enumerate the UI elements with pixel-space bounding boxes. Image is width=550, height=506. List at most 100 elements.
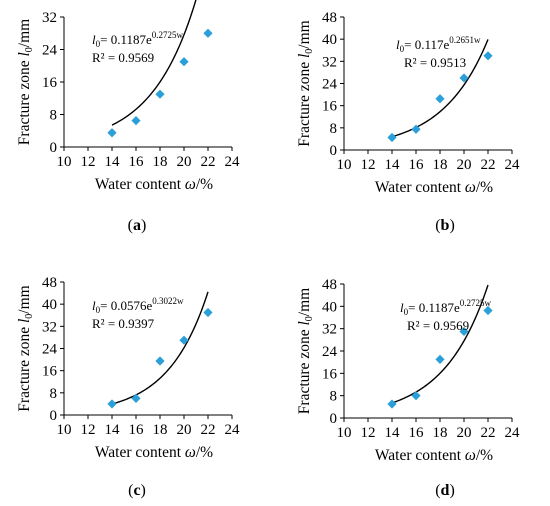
data-point-marker bbox=[435, 94, 445, 104]
chart-panel-b: 10 12 14 16 18 20 22 24 0 8 16 24 32 40 48 Water conten… bbox=[296, 10, 520, 234]
y-tick-label: 40 bbox=[322, 32, 337, 48]
y-tick-label: 16 bbox=[42, 75, 58, 91]
x-axis-title-unit: /% bbox=[196, 176, 213, 193]
data-point-marker bbox=[155, 89, 165, 99]
trendline-curve bbox=[111, 291, 209, 405]
x-tick-label: 14 bbox=[105, 422, 121, 438]
x-tick-label: 20 bbox=[177, 154, 192, 170]
y-axis-title-symbol: l bbox=[296, 321, 313, 325]
x-tick-label: 18 bbox=[153, 154, 168, 170]
panel-caption-open: ( bbox=[435, 482, 440, 499]
x-axis-title-symbol: ω bbox=[185, 176, 196, 193]
y-axis-title: Fracture zone l0/mm bbox=[296, 288, 315, 414]
x-tick-label: 18 bbox=[433, 425, 448, 441]
y-tick-label: 8 bbox=[50, 108, 58, 124]
panel-caption-close: ) bbox=[141, 482, 146, 499]
y-tick-label: 24 bbox=[42, 342, 58, 358]
x-tick-label: 10 bbox=[57, 422, 72, 438]
fit-equation-lhs: l bbox=[92, 298, 96, 313]
panel-caption-close: ) bbox=[449, 217, 454, 234]
chart-panel-d: 10 12 14 16 18 20 22 24 0 8 16 24 32 40 48 Water conten… bbox=[296, 277, 520, 499]
y-axis-title-unit: /mm bbox=[16, 285, 33, 313]
trendline-curve bbox=[391, 39, 489, 138]
x-axis-title-text: Water content bbox=[95, 176, 185, 193]
y-tick-label: 8 bbox=[330, 389, 338, 405]
fit-equation: l0= 0.0576e0.3022w bbox=[92, 296, 184, 315]
y-tick-label: 24 bbox=[42, 43, 58, 59]
x-tick-label: 10 bbox=[337, 157, 352, 173]
y-axis-title-unit: /mm bbox=[16, 19, 33, 47]
fit-equation-subscript: 0 bbox=[400, 44, 405, 54]
data-point-marker bbox=[483, 305, 493, 316]
y-axis-title-text: Fracture zone bbox=[296, 58, 313, 147]
fit-r-squared: R² = 0.9569 bbox=[407, 318, 469, 333]
x-tick-label: 14 bbox=[105, 154, 121, 170]
data-point-marker bbox=[483, 51, 493, 61]
data-point-marker bbox=[435, 354, 445, 364]
fit-equation: l0= 0.117e0.2651w bbox=[396, 35, 481, 54]
x-tick-label: 22 bbox=[201, 422, 216, 438]
fit-equation-lhs: l bbox=[396, 37, 400, 52]
x-tick-label: 24 bbox=[225, 154, 241, 170]
x-tick-label: 16 bbox=[409, 425, 425, 441]
panel-caption-open: ( bbox=[128, 217, 133, 234]
x-tick-label: 14 bbox=[385, 425, 401, 441]
x-axis-title: Water content ω/% bbox=[375, 447, 493, 464]
x-tick-label: 10 bbox=[337, 425, 352, 441]
y-tick-label: 32 bbox=[322, 322, 337, 338]
y-axis-title-subscript: 0 bbox=[304, 49, 315, 54]
x-tick-label: 20 bbox=[457, 157, 472, 173]
x-tick-label: 12 bbox=[361, 157, 376, 173]
panel-caption: (d) bbox=[435, 482, 455, 499]
data-point-marker bbox=[179, 335, 189, 345]
y-axis-title-subscript: 0 bbox=[304, 316, 315, 321]
x-tick-label: 12 bbox=[361, 425, 376, 441]
y-tick-label: 24 bbox=[322, 77, 338, 93]
data-point-marker bbox=[131, 115, 141, 126]
panel-caption-letter: d bbox=[441, 482, 450, 499]
data-point-marker bbox=[179, 57, 189, 67]
fit-equation-exponent: 0.3022w bbox=[152, 296, 184, 306]
x-tick-label: 12 bbox=[81, 422, 96, 438]
x-axis-title-text: Water content bbox=[95, 444, 185, 461]
fit-equation: l0= 0.1187e0.2725w bbox=[400, 298, 492, 317]
data-point-marker bbox=[203, 307, 213, 318]
trendline-curve bbox=[391, 284, 489, 404]
fit-equation-body: = 0.1187e bbox=[100, 32, 152, 47]
fit-r-squared: R² = 0.9569 bbox=[92, 50, 154, 65]
y-tick-label: 32 bbox=[42, 319, 57, 335]
x-tick-label: 12 bbox=[81, 154, 96, 170]
y-tick-label: 0 bbox=[330, 143, 338, 159]
y-tick-label: 16 bbox=[322, 99, 338, 115]
panel-caption-letter: a bbox=[133, 217, 141, 234]
y-axis-title-symbol: l bbox=[16, 319, 33, 323]
x-axis-title: Water content ω/% bbox=[95, 444, 213, 461]
x-axis-title-symbol: ω bbox=[465, 179, 476, 196]
x-axis-title-unit: /% bbox=[476, 179, 493, 196]
x-axis-title-text: Water content bbox=[375, 179, 465, 196]
data-point-marker bbox=[387, 132, 397, 143]
y-tick-label: 0 bbox=[50, 408, 58, 424]
y-axis-title: Fracture zone l0/mm bbox=[16, 285, 35, 411]
y-tick-label: 24 bbox=[322, 344, 338, 360]
data-point-marker bbox=[131, 393, 141, 403]
x-axis-title-unit: /% bbox=[196, 444, 213, 461]
y-axis-title-text: Fracture zone bbox=[296, 326, 313, 415]
fit-equation-exponent: 0.2651w bbox=[449, 35, 481, 45]
fit-equation-body: = 0.0576e bbox=[100, 298, 152, 313]
y-axis-title-unit: /mm bbox=[296, 20, 313, 48]
x-axis-title-symbol: ω bbox=[465, 447, 476, 464]
y-tick-label: 0 bbox=[50, 140, 58, 156]
y-tick-label: 48 bbox=[322, 10, 337, 26]
data-point-marker bbox=[387, 399, 397, 409]
y-tick-label: 40 bbox=[42, 297, 57, 313]
y-axis-title-symbol: l bbox=[16, 52, 33, 56]
data-point-marker bbox=[107, 128, 117, 138]
x-tick-label: 10 bbox=[57, 154, 72, 170]
x-axis-title-text: Water content bbox=[375, 447, 465, 464]
fit-equation: l0= 0.1187e0.2725w bbox=[92, 30, 184, 49]
y-axis-title: Fracture zone l0/mm bbox=[16, 19, 35, 145]
fit-r-squared: R² = 0.9513 bbox=[404, 55, 466, 70]
fit-equation-lhs: l bbox=[400, 300, 404, 315]
